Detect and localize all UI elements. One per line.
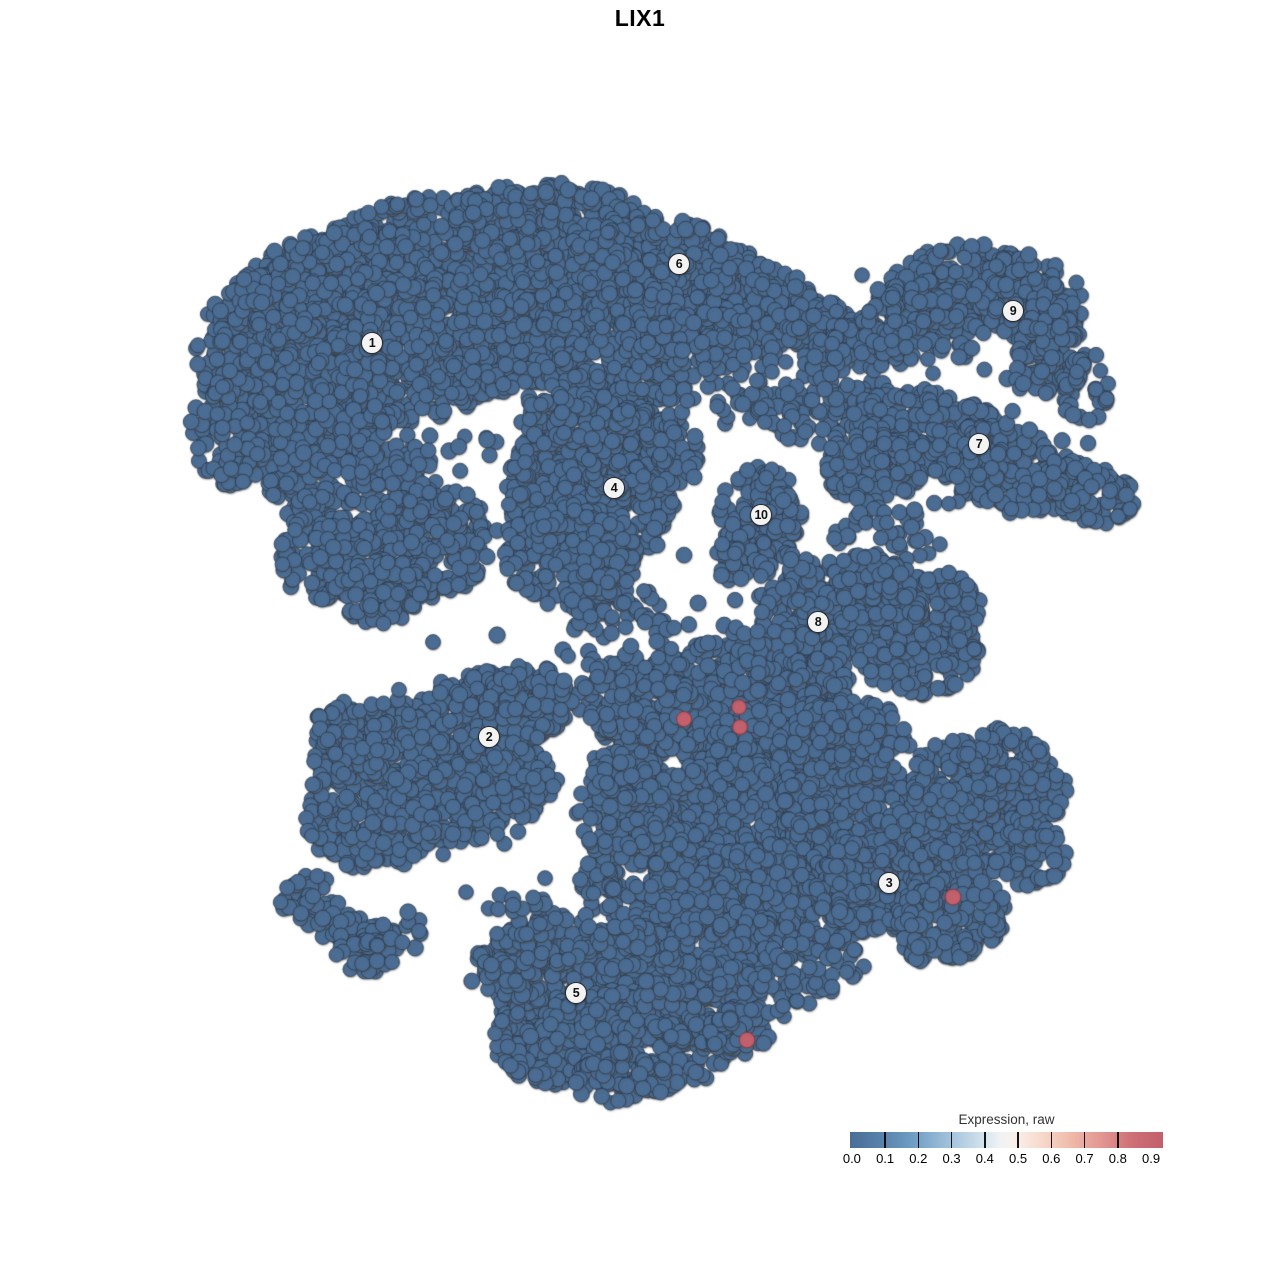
legend-tick-mark xyxy=(1017,1132,1019,1148)
legend-tick-labels: 0.0 0.1 0.2 0.3 0.4 0.5 0.6 0.7 0.8 0.9 xyxy=(843,1151,1163,1167)
legend-tick-label: 0.6 xyxy=(1042,1151,1061,1166)
cluster-label-6: 6 xyxy=(668,253,690,275)
cluster-label-4: 4 xyxy=(603,477,625,499)
cluster-label-10: 10 xyxy=(750,504,772,526)
legend-tick-mark xyxy=(884,1132,886,1148)
cluster-label-8: 8 xyxy=(807,611,829,633)
legend-tick-label: 0.0 xyxy=(842,1151,861,1166)
legend-tick-label: 0.7 xyxy=(1075,1151,1094,1166)
legend-tick-mark xyxy=(917,1132,920,1148)
legend-title: Expression, raw xyxy=(958,1112,1055,1127)
legend-tick-label: 0.1 xyxy=(876,1151,895,1166)
cluster-label-2: 2 xyxy=(478,726,500,748)
cluster-label-5: 5 xyxy=(565,982,587,1004)
legend-tick-label: 0.3 xyxy=(942,1151,961,1166)
legend-tick-label: 0.8 xyxy=(1108,1151,1127,1166)
cluster-label-7: 7 xyxy=(968,433,990,455)
legend-tick-label: 0.4 xyxy=(975,1151,994,1166)
legend-tick-label: 0.2 xyxy=(909,1151,928,1166)
legend-tick-mark xyxy=(1050,1132,1053,1148)
cluster-label-3: 3 xyxy=(878,872,900,894)
legend-tick-mark xyxy=(1083,1132,1086,1148)
expression-legend: Expression, raw 0.0 0.1 0.2 0.3 0.4 0.5 0.6 0.7… xyxy=(843,1112,1163,1172)
cluster-label-1: 1 xyxy=(361,332,383,354)
legend-tick-mark xyxy=(1117,1132,1119,1148)
legend-colorbar xyxy=(850,1132,1163,1148)
legend-tick-label: 0.5 xyxy=(1009,1151,1028,1166)
legend-tick-mark xyxy=(984,1132,986,1148)
legend-tick-label: 0.9 xyxy=(1141,1151,1161,1166)
cluster-label-9: 9 xyxy=(1002,300,1024,322)
legend-tick-mark xyxy=(950,1132,953,1148)
